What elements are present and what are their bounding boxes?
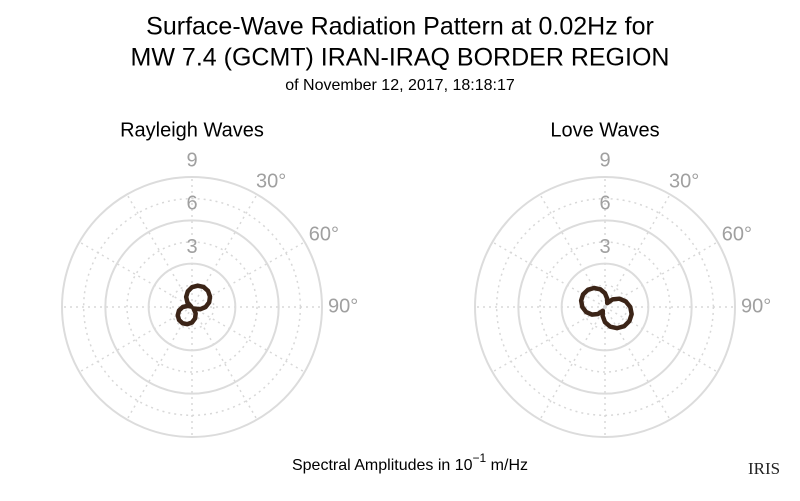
spoke bbox=[539, 306, 606, 420]
theta-tick-label: 90° bbox=[328, 295, 358, 317]
logo: IRIS bbox=[748, 459, 780, 478]
spoke bbox=[191, 306, 305, 373]
chart-title: Love Waves bbox=[550, 119, 659, 141]
theta-tick-label: 90° bbox=[741, 295, 771, 317]
grid-ring bbox=[61, 176, 323, 438]
caption: Spectral Amplitudes in 10−1 m/Hz bbox=[292, 451, 528, 474]
r-tick-label: 6 bbox=[599, 193, 610, 215]
spoke bbox=[604, 306, 718, 373]
minor-ring bbox=[126, 241, 258, 373]
theta-tick-label: 30° bbox=[256, 171, 286, 193]
minor-ring bbox=[82, 197, 302, 417]
caption-exponent: −1 bbox=[473, 451, 487, 465]
grid-ring bbox=[560, 262, 650, 352]
r-tick-label: 6 bbox=[186, 193, 197, 215]
caption-suffix: m/Hz bbox=[486, 457, 528, 474]
spoke bbox=[191, 194, 258, 308]
radiation-pattern bbox=[578, 285, 634, 331]
title-line: Surface-Wave Radiation Pattern at 0.02Hz… bbox=[146, 13, 654, 41]
grid-ring bbox=[147, 262, 237, 352]
spoke bbox=[126, 306, 193, 420]
spoke bbox=[191, 306, 258, 420]
subtitle: of November 12, 2017, 18:18:17 bbox=[285, 77, 515, 94]
r-tick-label: 9 bbox=[599, 149, 610, 171]
theta-tick-label: 30° bbox=[669, 171, 699, 193]
grid-ring bbox=[104, 219, 280, 395]
spoke bbox=[539, 194, 606, 308]
grid-ring bbox=[474, 176, 736, 438]
theta-tick-label: 60° bbox=[309, 223, 339, 245]
spoke bbox=[604, 194, 671, 308]
theta-tick-label: 60° bbox=[722, 223, 752, 245]
r-tick-label: 3 bbox=[599, 236, 610, 258]
spoke bbox=[191, 241, 305, 308]
spoke bbox=[126, 194, 193, 308]
r-tick-label: 3 bbox=[186, 236, 197, 258]
caption-prefix: Spectral Amplitudes in 10 bbox=[292, 457, 473, 474]
minor-ring bbox=[169, 284, 215, 330]
spoke bbox=[492, 241, 606, 308]
chart-title: Rayleigh Waves bbox=[120, 119, 264, 141]
grid-ring bbox=[517, 219, 693, 395]
title-line: MW 7.4 (GCMT) IRAN-IRAQ BORDER REGION bbox=[131, 44, 670, 72]
minor-ring bbox=[495, 197, 715, 417]
spoke bbox=[604, 241, 718, 308]
minor-ring bbox=[539, 241, 671, 373]
radiation-pattern bbox=[175, 283, 213, 327]
r-tick-label: 9 bbox=[186, 149, 197, 171]
spoke bbox=[79, 241, 193, 308]
spoke bbox=[604, 306, 671, 420]
